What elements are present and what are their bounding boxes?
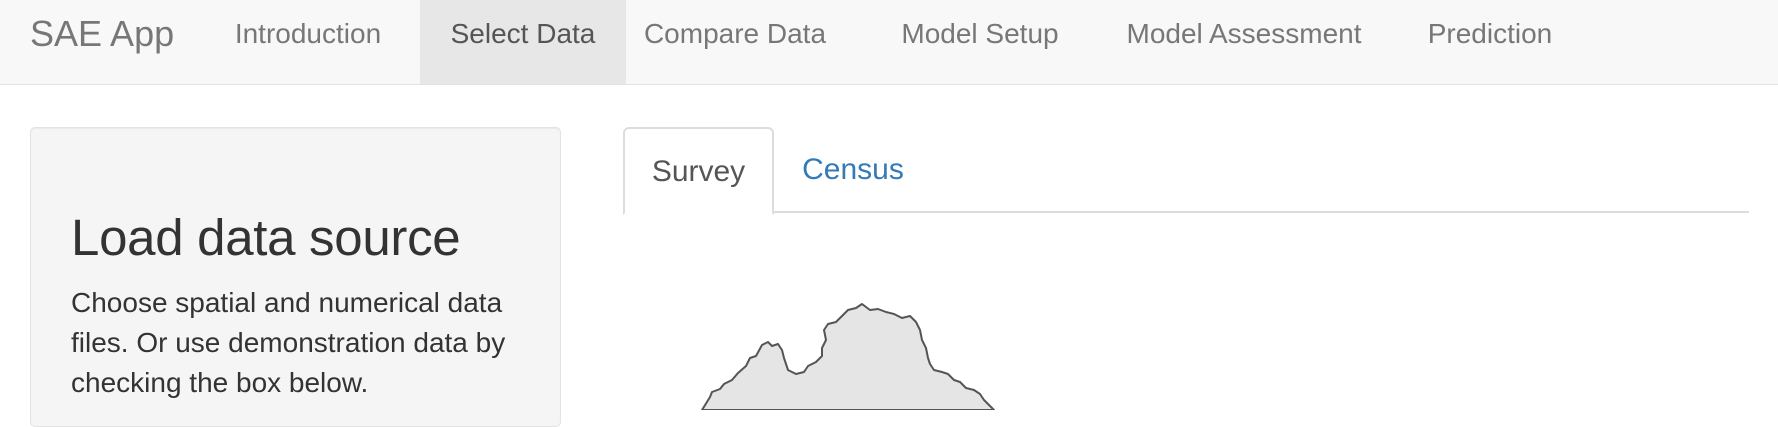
tab-survey[interactable]: Survey — [623, 127, 774, 215]
sidebar-panel: Load data source Choose spatial and nume… — [30, 127, 561, 427]
nav-item-model-assessment[interactable]: Model Assessment — [1126, 18, 1362, 49]
nav-item-select-data[interactable]: Select Data — [420, 0, 626, 84]
nav-item-compare-data[interactable]: Compare Data — [643, 18, 827, 49]
app-brand[interactable]: SAE App — [30, 13, 175, 54]
australia-map — [701, 303, 995, 410]
tab-census[interactable]: Census — [802, 153, 904, 186]
map-region-outline — [701, 303, 995, 410]
top-navbar: SAE App Introduction Select Data Compare… — [0, 0, 1778, 85]
sidebar-description: Choose spatial and numerical data files.… — [71, 287, 506, 398]
data-tabs: Survey Census — [623, 127, 1749, 215]
nav-item-prediction[interactable]: Prediction — [1427, 18, 1553, 49]
nav-item-model-setup[interactable]: Model Setup — [901, 18, 1059, 49]
nav-item-introduction[interactable]: Introduction — [234, 18, 382, 49]
sidebar-title: Load data source — [71, 209, 461, 266]
